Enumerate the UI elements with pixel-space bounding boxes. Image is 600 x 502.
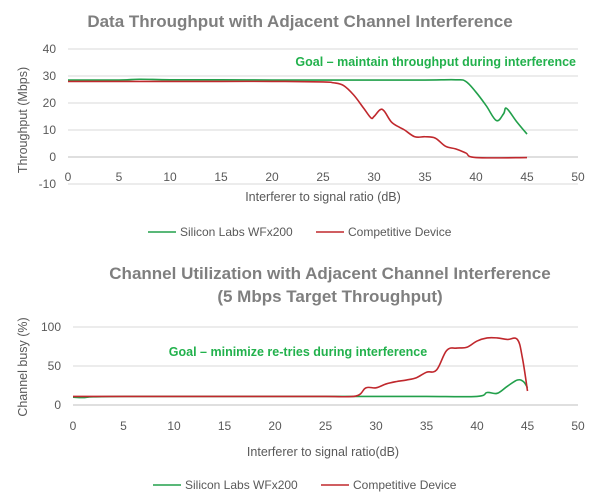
chart1-x-axis-label: Interferer to signal ratio (dB) [245,190,401,204]
chart2-legend-label-wfx200: Silicon Labs WFx200 [185,478,298,492]
chart2-x-tick-label: 10 [167,419,181,433]
chart1-x-tick-label: 40 [469,170,483,184]
chart2-x-tick-label: 35 [420,419,434,433]
chart2-x-tick-label: 20 [268,419,282,433]
chart1-x-tick-label: 20 [265,170,279,184]
chart2-x-tick-label: 45 [521,419,535,433]
chart2-y-tick-label: 100 [41,320,61,334]
chart2-title: Channel Utilization with Adjacent Channe… [109,264,550,283]
chart1-x-tick-label: 0 [65,170,72,184]
chart2-x-tick-label: 50 [571,419,585,433]
chart1-y-tick-label: 40 [43,42,57,56]
chart2-x-axis-label: Interferer to signal ratio(dB) [247,445,399,459]
chart2-y-tick-label: 0 [54,398,61,412]
chart1-y-tick-label: 10 [43,123,57,137]
chart2-x-tick-label: 15 [218,419,232,433]
chart1-y-tick-label: -10 [39,177,57,191]
chart1-x-tick-label: 30 [367,170,381,184]
chart1-y-tick-label: 20 [43,96,57,110]
throughput-chart: Data Throughput with Adjacent Channel In… [16,12,585,239]
chart1-legend-label-wfx200: Silicon Labs WFx200 [180,225,293,239]
chart1-x-tick-label: 50 [571,170,585,184]
chart1-x-tick-label: 15 [214,170,228,184]
chart1-x-tick-label: 10 [163,170,177,184]
chart2-x-tick-label: 25 [319,419,333,433]
chart2-x-tick-label: 40 [470,419,484,433]
chart1-series-line-wfx200 [67,78,528,135]
chart1-title: Data Throughput with Adjacent Channel In… [87,12,512,31]
chart1-x-tick-label: 25 [316,170,330,184]
chart1-legend: Silicon Labs WFx200 Competitive Device [148,225,452,239]
chart2-subtitle: (5 Mbps Target Throughput) [217,287,442,306]
chart1-series-line-competitive [67,80,528,159]
chart1-legend-label-competitive: Competitive Device [348,225,452,239]
chart1-y-tick-label: 0 [49,150,56,164]
chart1-x-tick-label: 35 [418,170,432,184]
chart1-x-tick-label: 45 [520,170,534,184]
chart1-y-tick-label: 30 [43,69,57,83]
chart2-series-line-competitive [73,336,529,398]
utilization-chart: Channel Utilization with Adjacent Channe… [16,264,585,492]
chart2-x-tick-label: 0 [70,419,77,433]
chart1-y-axis-label: Throughput (Mbps) [16,67,30,173]
chart2-legend-label-competitive: Competitive Device [353,478,457,492]
chart2-x-tick-label: 30 [369,419,383,433]
chart2-x-tick-label: 5 [120,419,127,433]
chart1-annotation: Goal – maintain throughput during interf… [295,55,576,69]
chart2-legend: Silicon Labs WFx200 Competitive Device [153,478,457,492]
chart2-y-tick-label: 50 [48,359,62,373]
chart2-annotation: Goal – minimize re-tries during interfer… [169,345,427,359]
chart2-y-axis-label: Channel busy (%) [16,317,30,416]
chart1-x-tick-label: 5 [116,170,123,184]
chart2-series-line-wfx200 [72,378,529,399]
